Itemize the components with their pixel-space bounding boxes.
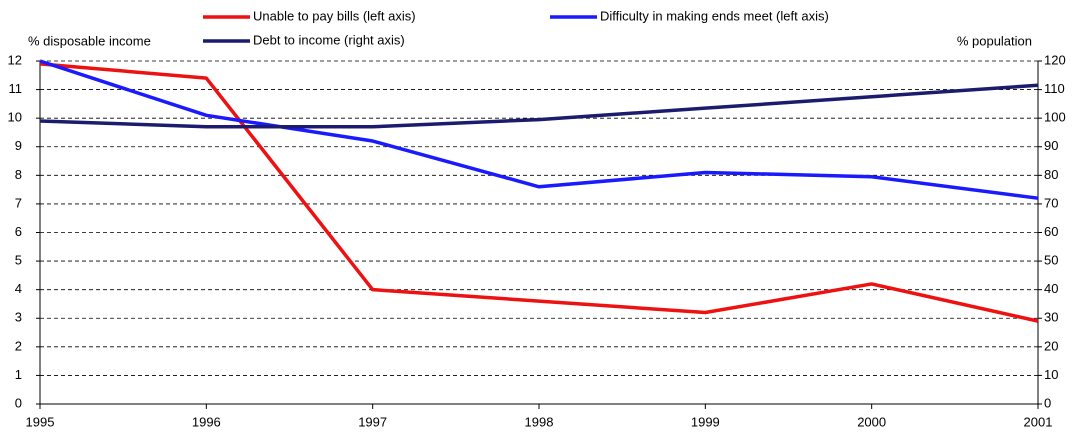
y2-tick-label: 100 — [1044, 110, 1066, 125]
x-tick-label: 2000 — [857, 414, 886, 429]
y2-tick-label: 10 — [1044, 367, 1058, 382]
y-tick-label: 11 — [9, 81, 23, 96]
y-tick-label: 0 — [15, 395, 22, 410]
y-tick-label: 2 — [15, 338, 22, 353]
y-tick-label: 6 — [15, 224, 22, 239]
x-tick-label: 1999 — [691, 414, 720, 429]
y-tick-label: 10 — [8, 110, 22, 125]
y-tick-label: 3 — [15, 310, 22, 325]
y-tick-label: 7 — [15, 195, 22, 210]
y-tick-label: 4 — [15, 281, 22, 296]
y2-tick-label: 30 — [1044, 310, 1058, 325]
series-line — [39, 59, 1039, 200]
x-tick-label: 1996 — [192, 414, 221, 429]
x-tick-label: 1995 — [26, 414, 55, 429]
y2-tick-label: 50 — [1044, 253, 1058, 268]
y2-tick-label: 120 — [1044, 52, 1066, 67]
y2-tick-label: 40 — [1044, 281, 1058, 296]
y-tick-label: 8 — [15, 167, 22, 182]
y2-tick-label: 110 — [1044, 81, 1065, 96]
y2-tick-label: 20 — [1044, 338, 1058, 353]
y2-tick-label: 70 — [1044, 195, 1058, 210]
y2-tick-label: 0 — [1044, 395, 1051, 410]
x-tick-label: 1998 — [525, 414, 554, 429]
y-tick-label: 1 — [15, 367, 22, 382]
y-axis-label: % disposable income — [28, 33, 151, 48]
y-tick-label: 5 — [15, 253, 22, 268]
y2-tick-label: 60 — [1044, 224, 1058, 239]
y2-tick-label: 80 — [1044, 167, 1058, 182]
series-line — [39, 62, 1039, 323]
legend-label: Unable to pay bills (left axis) — [253, 8, 416, 23]
legend-label: Debt to income (right axis) — [253, 32, 405, 47]
y2-tick-label: 90 — [1044, 138, 1058, 153]
x-tick-label: 1997 — [358, 414, 387, 429]
legend-label: Difficulty in making ends meet (left axi… — [600, 8, 829, 23]
y2-axis-label: % population — [957, 33, 1032, 48]
x-tick-label: 2001 — [1024, 414, 1053, 429]
y-tick-label: 12 — [8, 52, 22, 67]
series-line — [39, 83, 1039, 129]
y-tick-label: 9 — [15, 138, 22, 153]
